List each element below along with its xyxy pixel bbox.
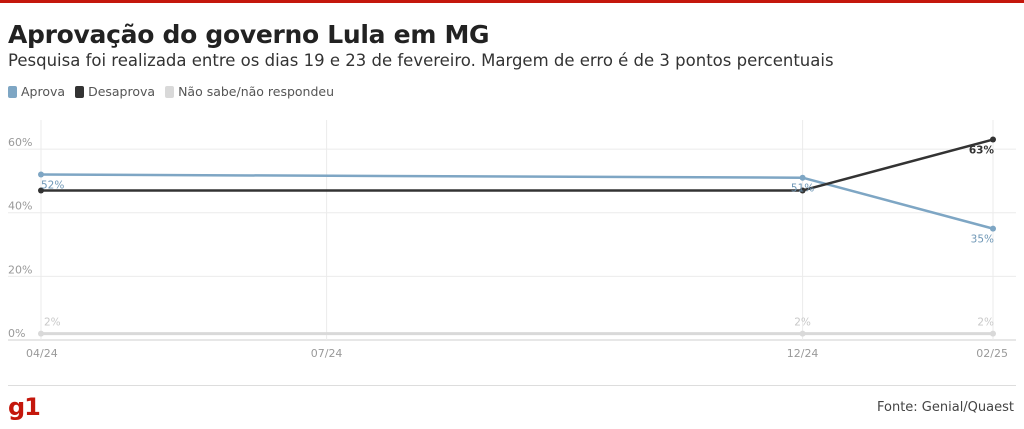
- legend-swatch-aprova: [8, 85, 17, 98]
- chart-subtitle: Pesquisa foi realizada entre os dias 19 …: [8, 51, 834, 70]
- x-tick-label: 04/24: [26, 347, 58, 360]
- legend-item-nao-sabe[interactable]: Não sabe/não respondeu: [165, 84, 334, 99]
- legend-label-nao-sabe: Não sabe/não respondeu: [178, 84, 335, 99]
- x-tick-label: 12/24: [787, 347, 819, 360]
- data-point: [990, 136, 996, 143]
- data-label: 2%: [977, 317, 994, 329]
- legend-item-desaprova[interactable]: Desaprova: [75, 84, 155, 99]
- y-tick-label: 20%: [8, 263, 32, 276]
- legend-swatch-nao-sabe: [165, 85, 175, 98]
- source-note: Fonte: Genial/Quaest: [876, 400, 1014, 415]
- data-point: [38, 187, 44, 194]
- data-label: 52%: [41, 180, 64, 192]
- g1-logo: g1: [8, 393, 41, 421]
- top-accent-bar: [0, 0, 1024, 3]
- y-tick-label: 60%: [8, 136, 32, 149]
- data-point: [799, 330, 806, 337]
- data-point: [990, 225, 996, 232]
- data-point: [799, 187, 806, 194]
- x-tick-label: 07/24: [311, 347, 343, 360]
- footer-divider: [8, 385, 1016, 386]
- legend-item-aprova[interactable]: Aprova: [8, 84, 65, 99]
- line-chart: 0% 20% 40% 60% 04/24 07/24 12/24 02/25 52% 51% 35%…: [8, 120, 1016, 360]
- data-label: 35%: [971, 234, 994, 246]
- data-label: 2%: [794, 317, 811, 329]
- chart-title: Aprovação do governo Lula em MG: [8, 20, 490, 49]
- data-point: [990, 330, 996, 337]
- legend-label-aprova: Aprova: [21, 84, 66, 99]
- legend-label-desaprova: Desaprova: [88, 84, 156, 99]
- data-point: [38, 171, 44, 178]
- x-tick-label: 02/25: [976, 347, 1008, 360]
- data-label: 51%: [791, 183, 814, 195]
- series-line-0: [40, 173, 994, 230]
- series-line-1: [41, 138, 994, 192]
- legend-swatch-desaprova: [75, 85, 85, 98]
- data-point: [38, 330, 44, 337]
- data-label: 63%: [969, 145, 995, 157]
- y-tick-label: 40%: [8, 200, 32, 213]
- legend: Aprova Desaprova Não sabe/não respondeu: [8, 84, 334, 99]
- data-label: 2%: [44, 317, 61, 329]
- data-point: [799, 174, 806, 181]
- y-tick-label: 0%: [8, 327, 25, 340]
